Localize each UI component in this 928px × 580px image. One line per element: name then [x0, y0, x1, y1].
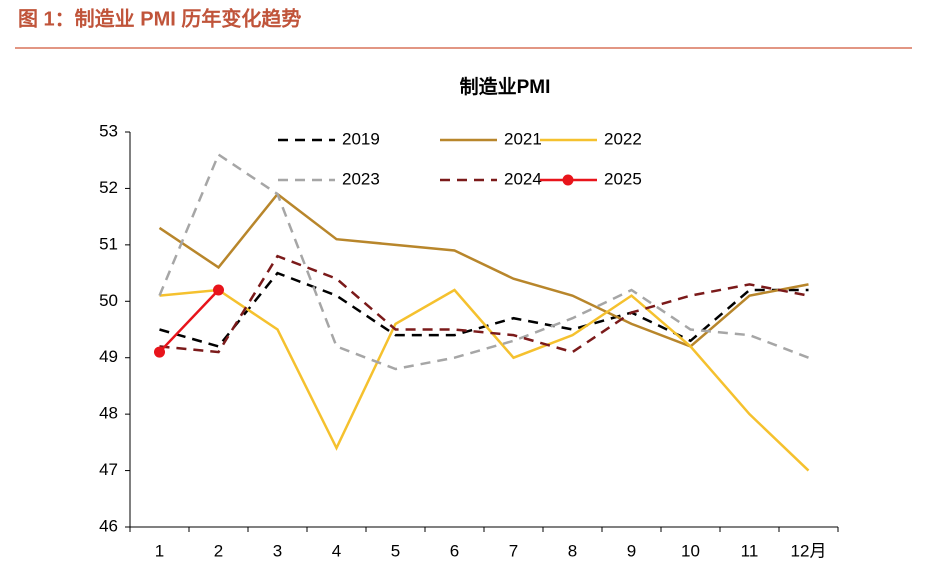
series-line: [159, 271, 809, 348]
y-tick-label: 50: [99, 291, 118, 310]
data-point: [154, 346, 165, 358]
y-tick-label: 48: [99, 404, 118, 423]
legend-label: 2021: [504, 129, 542, 148]
x-tick-label: 8: [568, 541, 577, 560]
x-tick-label: 1: [155, 541, 164, 560]
x-tick-label: 12月: [791, 541, 827, 560]
x-tick-label: 11: [741, 541, 759, 560]
series-line: [159, 254, 809, 354]
x-tick-label: 10: [681, 541, 700, 560]
y-tick-label: 53: [99, 121, 118, 140]
series-line: [159, 288, 810, 472]
y-tick-label: 47: [99, 460, 118, 479]
legend-label: 2019: [342, 129, 380, 148]
legend-label: 2025: [604, 169, 642, 188]
legend-marker: [562, 174, 574, 186]
series-line: [158, 192, 809, 348]
series-line: [158, 152, 809, 371]
data-point: [213, 284, 224, 296]
x-tick-label: 5: [391, 541, 400, 560]
x-tick-label: 9: [627, 541, 636, 560]
page-title: 图 1：制造业 PMI 历年变化趋势: [18, 6, 301, 30]
chart-title: 制造业PMI: [460, 75, 551, 98]
y-tick-label: 46: [99, 516, 118, 535]
x-tick-label: 2: [214, 541, 223, 560]
y-tick-label: 49: [99, 347, 118, 366]
series-line: [158, 289, 220, 353]
x-tick-label: 3: [273, 541, 282, 560]
x-tick-label: 6: [450, 541, 459, 560]
legend-label: 2022: [604, 129, 642, 148]
y-tick-label: 51: [99, 234, 118, 253]
x-tick-label: 7: [509, 541, 518, 560]
x-tick-label: 4: [332, 541, 341, 560]
legend-label: 2023: [342, 169, 380, 188]
legend-label: 2024: [504, 169, 542, 188]
y-tick-label: 52: [99, 178, 118, 197]
